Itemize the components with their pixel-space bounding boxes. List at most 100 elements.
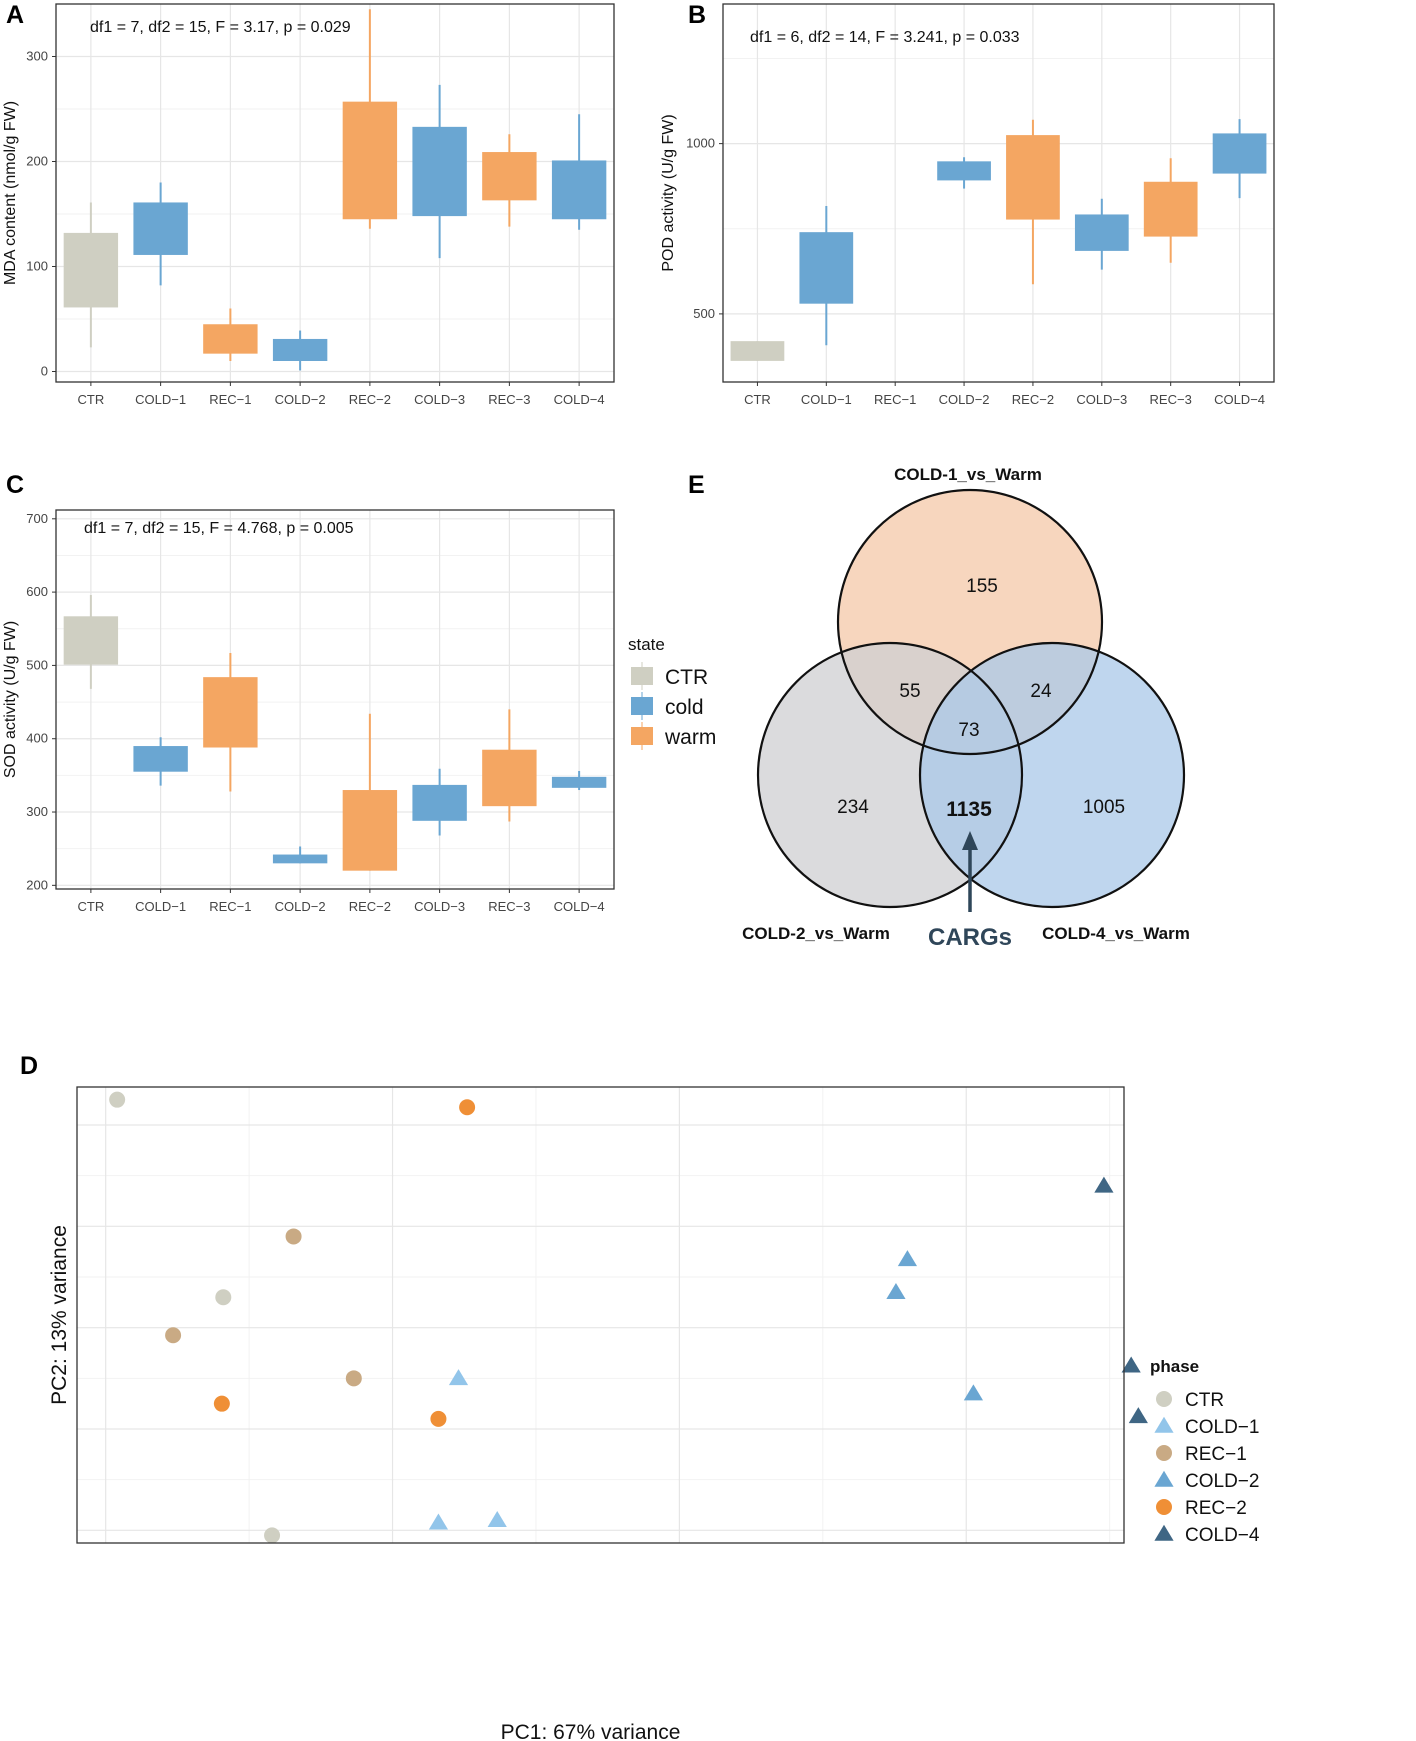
box-body <box>730 341 785 361</box>
legend-marker-4 <box>1156 1499 1172 1515</box>
box-body <box>1006 135 1060 220</box>
x-tick-label: CTR <box>78 392 105 407</box>
venn-outline <box>836 488 1104 756</box>
panel-c-sod-boxplot: 200 300 400 500 600 700 CTR COLD−1 REC−1 COLD−2 RE… <box>2 509 615 914</box>
legend-label: COLD−2 <box>1185 1471 1259 1492</box>
y-tick-label: 1000 <box>686 136 715 151</box>
panel-e-venn-diagram: 155 55 24 73 234 1135 1005 COLD-1_vs_Warm COLD-2… <box>742 465 1190 951</box>
x-tick-label: COLD−3 <box>1076 392 1127 407</box>
y-tick-label: 700 <box>26 511 48 526</box>
panel-b-pod-boxplot: 500 1000 CTR COLD−1 REC−1 COLD−2 REC−2 COLD−3 RE… <box>660 3 1275 407</box>
y-tick-label: 500 <box>693 306 715 321</box>
y-tick-label: 0 <box>41 364 48 379</box>
legend-marker-1 <box>1154 1416 1174 1433</box>
legend-swatch-CTR <box>631 667 653 685</box>
box-body <box>551 160 607 220</box>
y-tick-label: 200 <box>26 877 48 892</box>
pca-point <box>165 1327 182 1344</box>
panel-d-pca-scatter: PC1: 67% variance PC2: 13% variance phase C… <box>48 1086 1260 1741</box>
venn-set-label-cold2: COLD-2_vs_Warm <box>742 924 890 943</box>
x-tick-label: COLD−4 <box>554 392 605 407</box>
legend-marker-3 <box>1154 1470 1174 1487</box>
x-tick-label: COLD−1 <box>135 899 186 914</box>
box-body <box>133 202 188 255</box>
y-tick-label: 400 <box>26 731 48 746</box>
plot-frame <box>55 509 615 890</box>
venn-circle-cold4 <box>920 643 1184 907</box>
panel-label-b: B <box>688 1 706 29</box>
panel-a-mda-boxplot: 0 100 200 300 CTR COLD−1 REC−1 COLD−2 REC−2 COLD−… <box>2 3 615 407</box>
x-tick-label: REC−2 <box>349 899 391 914</box>
x-tick-label: REC−3 <box>488 899 530 914</box>
venn-outline <box>918 641 1186 909</box>
x-tick-label: COLD−4 <box>1214 392 1265 407</box>
cargs-label: CARGs <box>928 924 1012 951</box>
x-tick-label: COLD−2 <box>939 392 990 407</box>
x-tick-label: REC−3 <box>1150 392 1192 407</box>
legend-marker-2 <box>1156 1445 1172 1461</box>
pca-point <box>1121 1356 1141 1373</box>
venn-count-cold1-only: 155 <box>966 576 998 597</box>
box-body <box>133 746 188 772</box>
x-tick-label: COLD−1 <box>801 392 852 407</box>
box-body <box>63 616 119 665</box>
x-tick-label: CTR <box>78 899 105 914</box>
box-body <box>203 324 258 354</box>
cargs-arrow-head <box>962 831 978 850</box>
x-tick-label: COLD−4 <box>554 899 605 914</box>
box-body <box>412 126 467 217</box>
annotation: df1 = 7, df2 = 15, F = 4.768, p = 0.005 <box>84 520 354 537</box>
pca-point <box>430 1410 447 1427</box>
venn-count-cold1-cold4: 24 <box>1030 681 1052 702</box>
plot-frame <box>722 3 1275 383</box>
y-tick-label: 100 <box>26 259 48 274</box>
pca-point <box>897 1250 918 1267</box>
pca-point <box>345 1370 362 1387</box>
y-axis-label: SOD activity (U/g FW) <box>2 621 19 778</box>
box-body <box>482 152 537 201</box>
box-body <box>799 232 854 304</box>
legend-swatch-cold <box>631 697 653 715</box>
legend-title: state <box>628 635 665 654</box>
venn-count-cold2-only: 234 <box>837 797 869 818</box>
legend-label: cold <box>665 696 704 719</box>
x-tick-label: COLD−2 <box>275 899 326 914</box>
box-body <box>482 749 537 807</box>
box-body <box>342 790 398 871</box>
venn-set-label-cold1: COLD-1_vs_Warm <box>894 465 1042 484</box>
x-tick-label: COLD−2 <box>275 392 326 407</box>
y-axis-label: PC2: 13% variance <box>48 1225 71 1405</box>
y-axis-label: MDA content (nmol/g FW) <box>2 101 19 285</box>
panel-label-c: C <box>6 471 24 499</box>
pca-point <box>215 1289 232 1306</box>
annotation: df1 = 6, df2 = 14, F = 3.241, p = 0.033 <box>750 29 1020 46</box>
x-tick-label: REC−1 <box>874 392 916 407</box>
x-axis-label: PC1: 67% variance <box>501 1721 681 1741</box>
box-body <box>1143 181 1198 237</box>
pca-point <box>264 1527 281 1544</box>
y-tick-label: 500 <box>26 657 48 672</box>
x-tick-label: REC−1 <box>209 392 251 407</box>
box-body <box>272 854 328 864</box>
x-tick-label: COLD−1 <box>135 392 186 407</box>
gridlines <box>56 510 614 889</box>
box-body <box>342 101 398 220</box>
legend-marker-0 <box>1156 1391 1172 1407</box>
venn-outline <box>756 641 1024 909</box>
legend-marker-5 <box>1154 1524 1174 1541</box>
legend-label: COLD−1 <box>1185 1417 1259 1438</box>
panel-label-a: A <box>6 1 24 29</box>
box-body <box>272 338 328 361</box>
venn-count-all: 73 <box>958 720 979 741</box>
pca-point <box>285 1228 302 1245</box>
box-body <box>937 161 991 181</box>
annotation: df1 = 7, df2 = 15, F = 3.17, p = 0.029 <box>90 19 351 36</box>
y-tick-label: 300 <box>26 49 48 64</box>
pca-point <box>109 1091 126 1108</box>
pca-point <box>428 1513 449 1530</box>
legend-label: REC−1 <box>1185 1444 1247 1465</box>
panel-label-e: E <box>688 471 705 499</box>
legend-label: REC−2 <box>1185 1498 1247 1519</box>
pca-point <box>459 1099 476 1116</box>
